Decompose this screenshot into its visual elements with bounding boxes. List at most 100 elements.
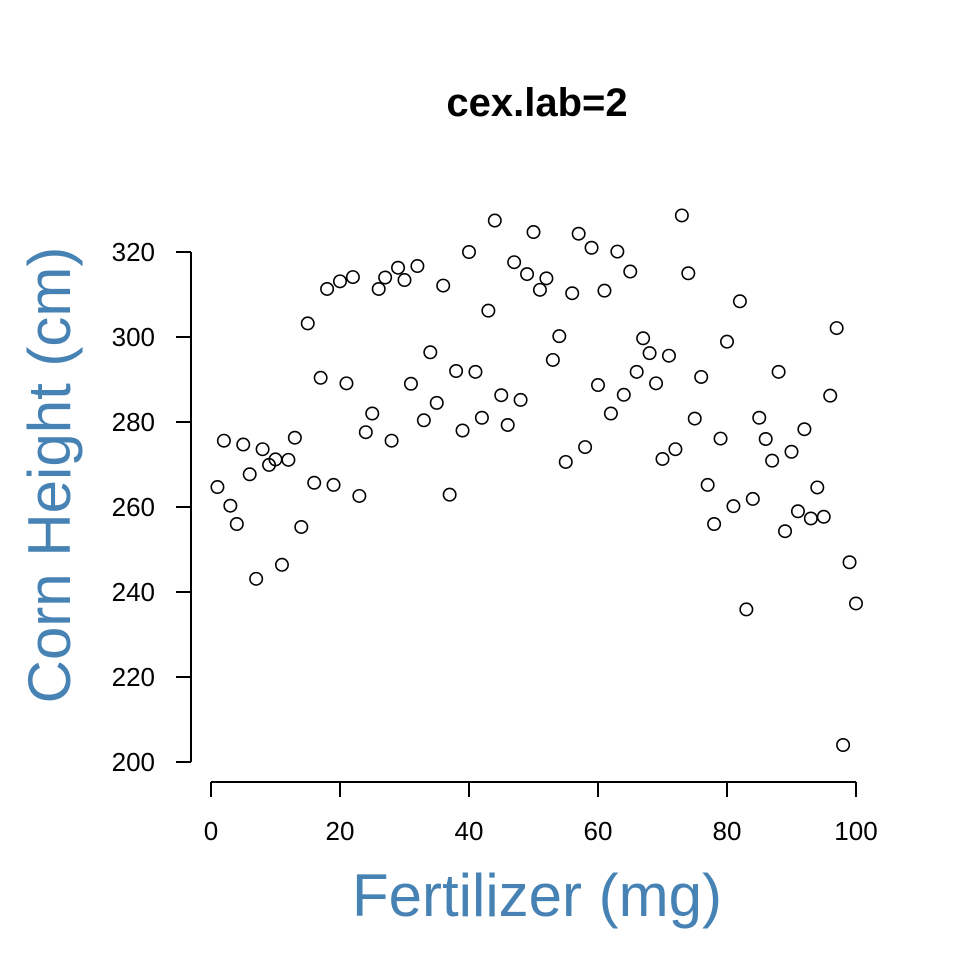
data-point bbox=[713, 431, 728, 446]
data-point bbox=[661, 348, 676, 363]
data-point bbox=[449, 363, 464, 378]
data-point bbox=[578, 440, 593, 455]
data-point bbox=[461, 245, 476, 260]
y-axis-label: Corn Height (cm) bbox=[16, 247, 83, 704]
data-point bbox=[442, 487, 457, 502]
data-point bbox=[823, 388, 838, 403]
data-point bbox=[810, 480, 825, 495]
data-point bbox=[287, 430, 302, 445]
data-point bbox=[674, 208, 689, 223]
data-point bbox=[365, 406, 380, 421]
data-point bbox=[307, 475, 322, 490]
x-tick-label: 100 bbox=[834, 816, 877, 846]
data-point bbox=[700, 477, 715, 492]
data-point bbox=[249, 571, 264, 586]
data-point bbox=[784, 444, 799, 459]
x-tick-label: 40 bbox=[455, 816, 484, 846]
data-point bbox=[403, 376, 418, 391]
data-point bbox=[500, 417, 515, 432]
data-point bbox=[636, 331, 651, 346]
data-point bbox=[649, 376, 664, 391]
data-point bbox=[378, 270, 393, 285]
y-tick-label: 200 bbox=[112, 747, 155, 777]
data-point bbox=[274, 557, 289, 572]
data-point bbox=[281, 452, 296, 467]
data-point bbox=[371, 281, 386, 296]
data-point bbox=[526, 225, 541, 240]
data-point bbox=[339, 376, 354, 391]
data-point bbox=[778, 524, 793, 539]
data-point bbox=[507, 255, 522, 270]
data-point bbox=[326, 477, 341, 492]
data-point bbox=[229, 516, 244, 531]
data-point bbox=[242, 467, 257, 482]
data-point bbox=[423, 345, 438, 360]
data-point bbox=[416, 413, 431, 428]
data-point bbox=[623, 264, 638, 279]
x-tick-label: 80 bbox=[713, 816, 742, 846]
y-tick-label: 280 bbox=[112, 407, 155, 437]
data-point bbox=[436, 278, 451, 293]
data-point bbox=[565, 286, 580, 301]
y-tick-label: 300 bbox=[112, 322, 155, 352]
data-point bbox=[642, 346, 657, 361]
data-point bbox=[726, 499, 741, 514]
x-tick-label: 60 bbox=[584, 816, 613, 846]
data-point bbox=[332, 274, 347, 289]
data-point bbox=[294, 519, 309, 534]
data-point bbox=[836, 737, 851, 752]
data-point bbox=[558, 454, 573, 469]
data-point bbox=[771, 364, 786, 379]
data-point bbox=[668, 442, 683, 457]
data-point bbox=[345, 270, 360, 285]
data-point bbox=[455, 423, 470, 438]
data-point bbox=[842, 555, 857, 570]
data-point bbox=[707, 516, 722, 531]
data-point bbox=[790, 504, 805, 519]
data-point bbox=[545, 352, 560, 367]
y-axis: 200 220 240 260 280 300 320 bbox=[112, 237, 192, 777]
data-point bbox=[313, 370, 328, 385]
data-point bbox=[758, 431, 773, 446]
data-point bbox=[397, 273, 412, 288]
data-point bbox=[358, 425, 373, 440]
x-tick-label: 0 bbox=[204, 816, 218, 846]
data-point bbox=[513, 392, 528, 407]
x-tick-label: 20 bbox=[326, 816, 355, 846]
data-point bbox=[481, 303, 496, 318]
y-tick-label: 320 bbox=[112, 237, 155, 267]
data-point bbox=[816, 509, 831, 524]
data-point bbox=[223, 498, 238, 513]
data-point bbox=[797, 422, 812, 437]
x-axis-label: Fertilizer (mg) bbox=[352, 862, 722, 929]
data-point bbox=[300, 316, 315, 331]
data-point bbox=[752, 410, 767, 425]
data-point bbox=[494, 388, 509, 403]
data-point bbox=[539, 271, 554, 286]
data-point bbox=[829, 321, 844, 336]
y-tick-label: 220 bbox=[112, 662, 155, 692]
data-point bbox=[848, 596, 863, 611]
data-point bbox=[765, 453, 780, 468]
data-point bbox=[532, 282, 547, 297]
data-point bbox=[616, 387, 631, 402]
data-point bbox=[803, 511, 818, 526]
data-point bbox=[236, 437, 251, 452]
data-point bbox=[739, 602, 754, 617]
data-point bbox=[320, 281, 335, 296]
data-point bbox=[629, 364, 644, 379]
data-point bbox=[694, 369, 709, 384]
data-point bbox=[487, 213, 502, 228]
data-point bbox=[216, 433, 231, 448]
data-point bbox=[391, 260, 406, 275]
y-tick-label: 240 bbox=[112, 577, 155, 607]
data-point bbox=[687, 411, 702, 426]
data-point bbox=[719, 334, 734, 349]
data-point bbox=[655, 451, 670, 466]
data-point bbox=[590, 378, 605, 393]
data-point bbox=[352, 488, 367, 503]
data-point bbox=[732, 294, 747, 309]
data-point bbox=[429, 395, 444, 410]
data-point bbox=[552, 329, 567, 344]
